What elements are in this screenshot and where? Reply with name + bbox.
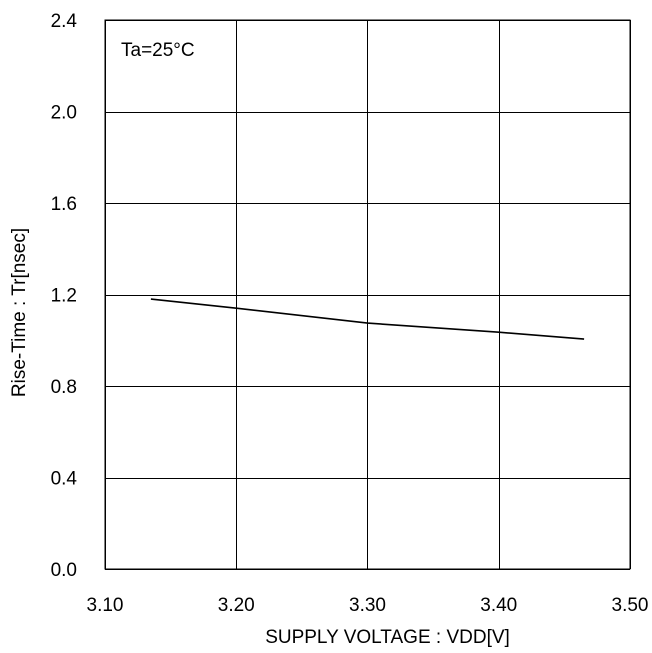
series-layer [150,298,585,340]
x-axis-tick-labels: 3.10 3.20 3.30 3.40 3.50 [87,595,649,616]
y-tick-label: 2.4 [51,11,78,32]
y-tick-label: 2.0 [51,103,77,124]
y-axis-tick-labels: 0.0 0.4 0.8 1.2 1.6 2.0 2.4 [51,11,78,581]
x-axis-title: SUPPLY VOLTAGE : VDD[V] [265,627,510,648]
y-tick-label: 0.8 [51,377,77,398]
plot-area-frame [104,19,631,570]
x-tick-label: 3.40 [480,595,517,616]
x-tick-label: 3.10 [87,595,124,616]
y-tick-label: 0.4 [51,469,78,490]
y-tick-label: 0.0 [51,560,77,581]
y-tick-label: 1.2 [51,286,77,307]
x-tick-label: 3.50 [612,595,649,616]
x-tick-label: 3.30 [349,595,386,616]
y-tick-label: 1.6 [51,194,77,215]
grid-lines [105,20,631,570]
y-axis-title: Rise-Time : Tr[nsec] [9,228,30,397]
x-tick-label: 3.20 [218,595,255,616]
temperature-annotation: Ta=25°C [121,40,195,61]
series-line [150,298,585,340]
